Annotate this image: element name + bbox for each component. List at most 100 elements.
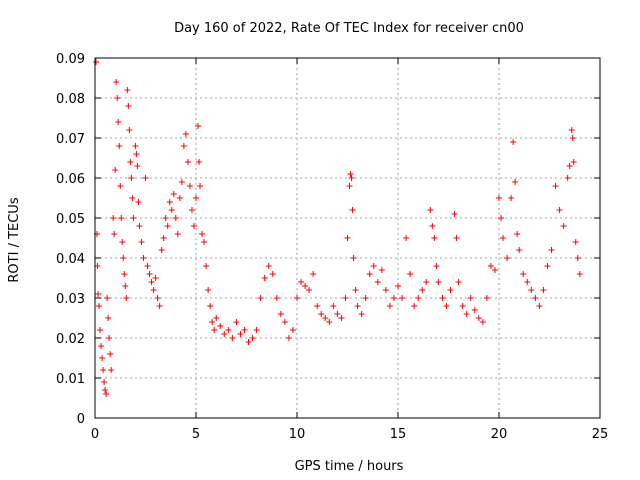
- y-tick-label: 0.02: [56, 332, 85, 347]
- data-point: [403, 235, 410, 241]
- data-point: [257, 295, 264, 301]
- data-point: [310, 271, 317, 277]
- x-tick-label: 10: [289, 427, 306, 442]
- data-point: [399, 295, 406, 301]
- data-point: [188, 207, 195, 213]
- data-point: [164, 223, 171, 229]
- data-point: [347, 171, 354, 177]
- data-point: [133, 151, 140, 157]
- data-point: [423, 279, 430, 285]
- data-point: [138, 239, 145, 245]
- data-point: [560, 223, 567, 229]
- data-point: [182, 131, 189, 137]
- data-point: [209, 319, 216, 325]
- data-point: [121, 271, 128, 277]
- data-point: [111, 231, 118, 237]
- data-point: [326, 319, 333, 325]
- data-point: [126, 127, 133, 133]
- data-point: [199, 231, 206, 237]
- data-point: [349, 207, 356, 213]
- data-point: [190, 223, 197, 229]
- data-point: [395, 283, 401, 289]
- data-point: [277, 311, 284, 317]
- data-point: [294, 295, 300, 301]
- data-point: [101, 379, 108, 385]
- data-point: [453, 235, 460, 241]
- data-point: [115, 119, 122, 125]
- data-point: [186, 183, 193, 189]
- data-point: [154, 295, 161, 301]
- data-point: [512, 179, 519, 185]
- axis-ticks: 0 5 10 15 20 25 0 0.01 0.02 0.03 0.04 0.05 0.06 0.07 0…: [56, 52, 608, 442]
- data-point: [411, 303, 418, 309]
- data-point: [127, 159, 134, 165]
- data-point: [144, 263, 151, 269]
- data-point: [350, 255, 357, 261]
- data-point: [108, 367, 115, 373]
- x-tick-label: 0: [91, 427, 99, 442]
- data-point: [113, 79, 120, 85]
- data-points: [93, 59, 583, 397]
- data-point: [566, 163, 573, 169]
- data-point: [118, 215, 125, 221]
- data-point: [514, 231, 521, 237]
- data-point: [245, 339, 252, 345]
- x-axis-title: GPS time / hours: [295, 459, 404, 474]
- data-point: [306, 287, 313, 293]
- data-point: [180, 143, 187, 149]
- data-point: [429, 223, 436, 229]
- data-point: [281, 319, 288, 325]
- data-point: [125, 103, 132, 109]
- y-tick-label: 0.04: [56, 252, 85, 267]
- x-tick-label: 20: [491, 427, 508, 442]
- data-point: [496, 195, 502, 201]
- data-point: [197, 183, 204, 189]
- x-tick-label: 5: [192, 427, 200, 442]
- data-point: [524, 279, 531, 285]
- data-point: [382, 287, 389, 293]
- data-point: [572, 239, 579, 245]
- data-point: [122, 283, 129, 289]
- data-point: [196, 159, 203, 165]
- data-point: [203, 263, 210, 269]
- data-point: [419, 287, 426, 293]
- data-point: [130, 215, 137, 221]
- chart-title: Day 160 of 2022, Rate Of TEC Index for r…: [174, 21, 524, 36]
- y-tick-label: 0.05: [56, 212, 85, 227]
- data-point: [225, 327, 232, 333]
- data-point: [483, 295, 490, 301]
- data-point: [374, 279, 381, 285]
- data-point: [184, 159, 191, 165]
- data-point: [97, 327, 104, 333]
- data-point: [98, 343, 105, 349]
- data-point: [433, 263, 440, 269]
- data-point: [487, 263, 494, 269]
- data-point: [265, 263, 272, 269]
- data-point: [352, 287, 359, 293]
- data-point: [124, 87, 131, 93]
- data-point: [390, 295, 397, 301]
- data-point: [576, 271, 583, 277]
- data-point: [249, 335, 256, 341]
- data-point: [172, 215, 179, 221]
- data-point: [427, 207, 434, 213]
- data-point: [152, 275, 159, 281]
- x-tick-label: 15: [390, 427, 407, 442]
- data-point: [213, 315, 220, 321]
- data-point: [95, 291, 102, 297]
- x-tick-label: 25: [592, 427, 609, 442]
- data-point: [342, 295, 349, 301]
- grid: [95, 58, 600, 418]
- data-point: [467, 295, 474, 301]
- data-point: [362, 295, 369, 301]
- data-point: [479, 319, 486, 325]
- data-point: [508, 195, 515, 201]
- data-point: [178, 179, 185, 185]
- y-tick-label: 0.07: [56, 132, 85, 147]
- data-point: [116, 143, 123, 149]
- data-point: [516, 247, 523, 253]
- data-point: [536, 303, 543, 309]
- data-point: [504, 255, 511, 261]
- data-point: [366, 271, 373, 277]
- data-point: [346, 183, 353, 189]
